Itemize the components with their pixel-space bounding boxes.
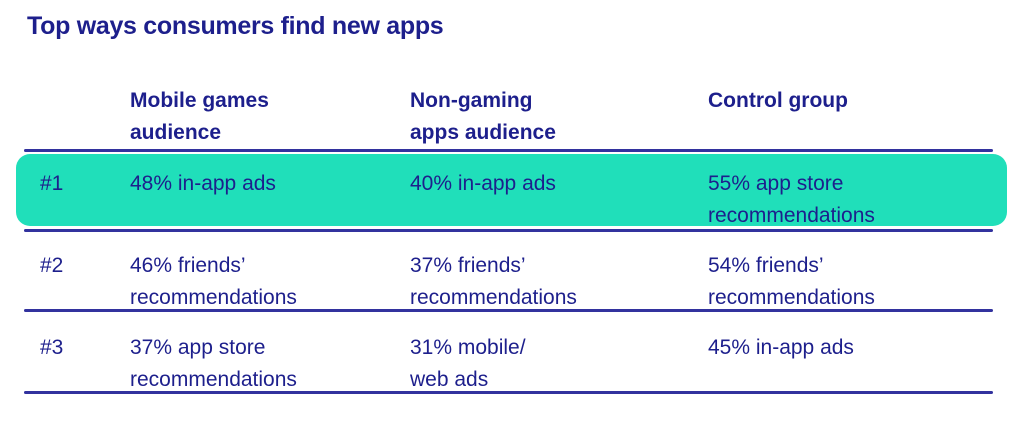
column-header-line: Mobile games — [130, 89, 269, 112]
column-header-non-gaming: Non-gaming apps audience — [410, 85, 556, 149]
table-cell: 40% in-app ads — [410, 172, 556, 195]
table-cell: 37% app store recommendations — [130, 336, 297, 391]
column-header-line: audience — [130, 121, 222, 144]
rank-label: #1 — [40, 172, 64, 195]
column-header-control-group: Control group — [708, 85, 848, 117]
rank-label: #2 — [40, 254, 64, 277]
table-cell: 55% app store recommendations — [708, 172, 875, 227]
table-cell: 54% friends’ recommendations — [708, 254, 875, 309]
table-cell: 46% friends’ recommendations — [130, 254, 297, 309]
column-header-mobile-games: Mobile games audience — [130, 85, 269, 149]
table-bottom-line — [24, 391, 993, 394]
rank-label: #3 — [40, 336, 64, 359]
column-header-line: Control group — [708, 89, 848, 112]
table-cell: 31% mobile/ web ads — [410, 336, 526, 391]
chart-title: Top ways consumers find new apps — [27, 12, 444, 40]
column-header-line: Non-gaming — [410, 89, 533, 112]
row-divider-line — [24, 309, 993, 312]
table-cell: 48% in-app ads — [130, 172, 276, 195]
header-divider-line — [24, 149, 993, 152]
table-cell: 37% friends’ recommendations — [410, 254, 577, 309]
row-divider-line — [24, 229, 993, 232]
column-header-line: apps audience — [410, 121, 556, 144]
row1-highlight-pill — [16, 154, 1007, 226]
table-cell: 45% in-app ads — [708, 336, 854, 359]
